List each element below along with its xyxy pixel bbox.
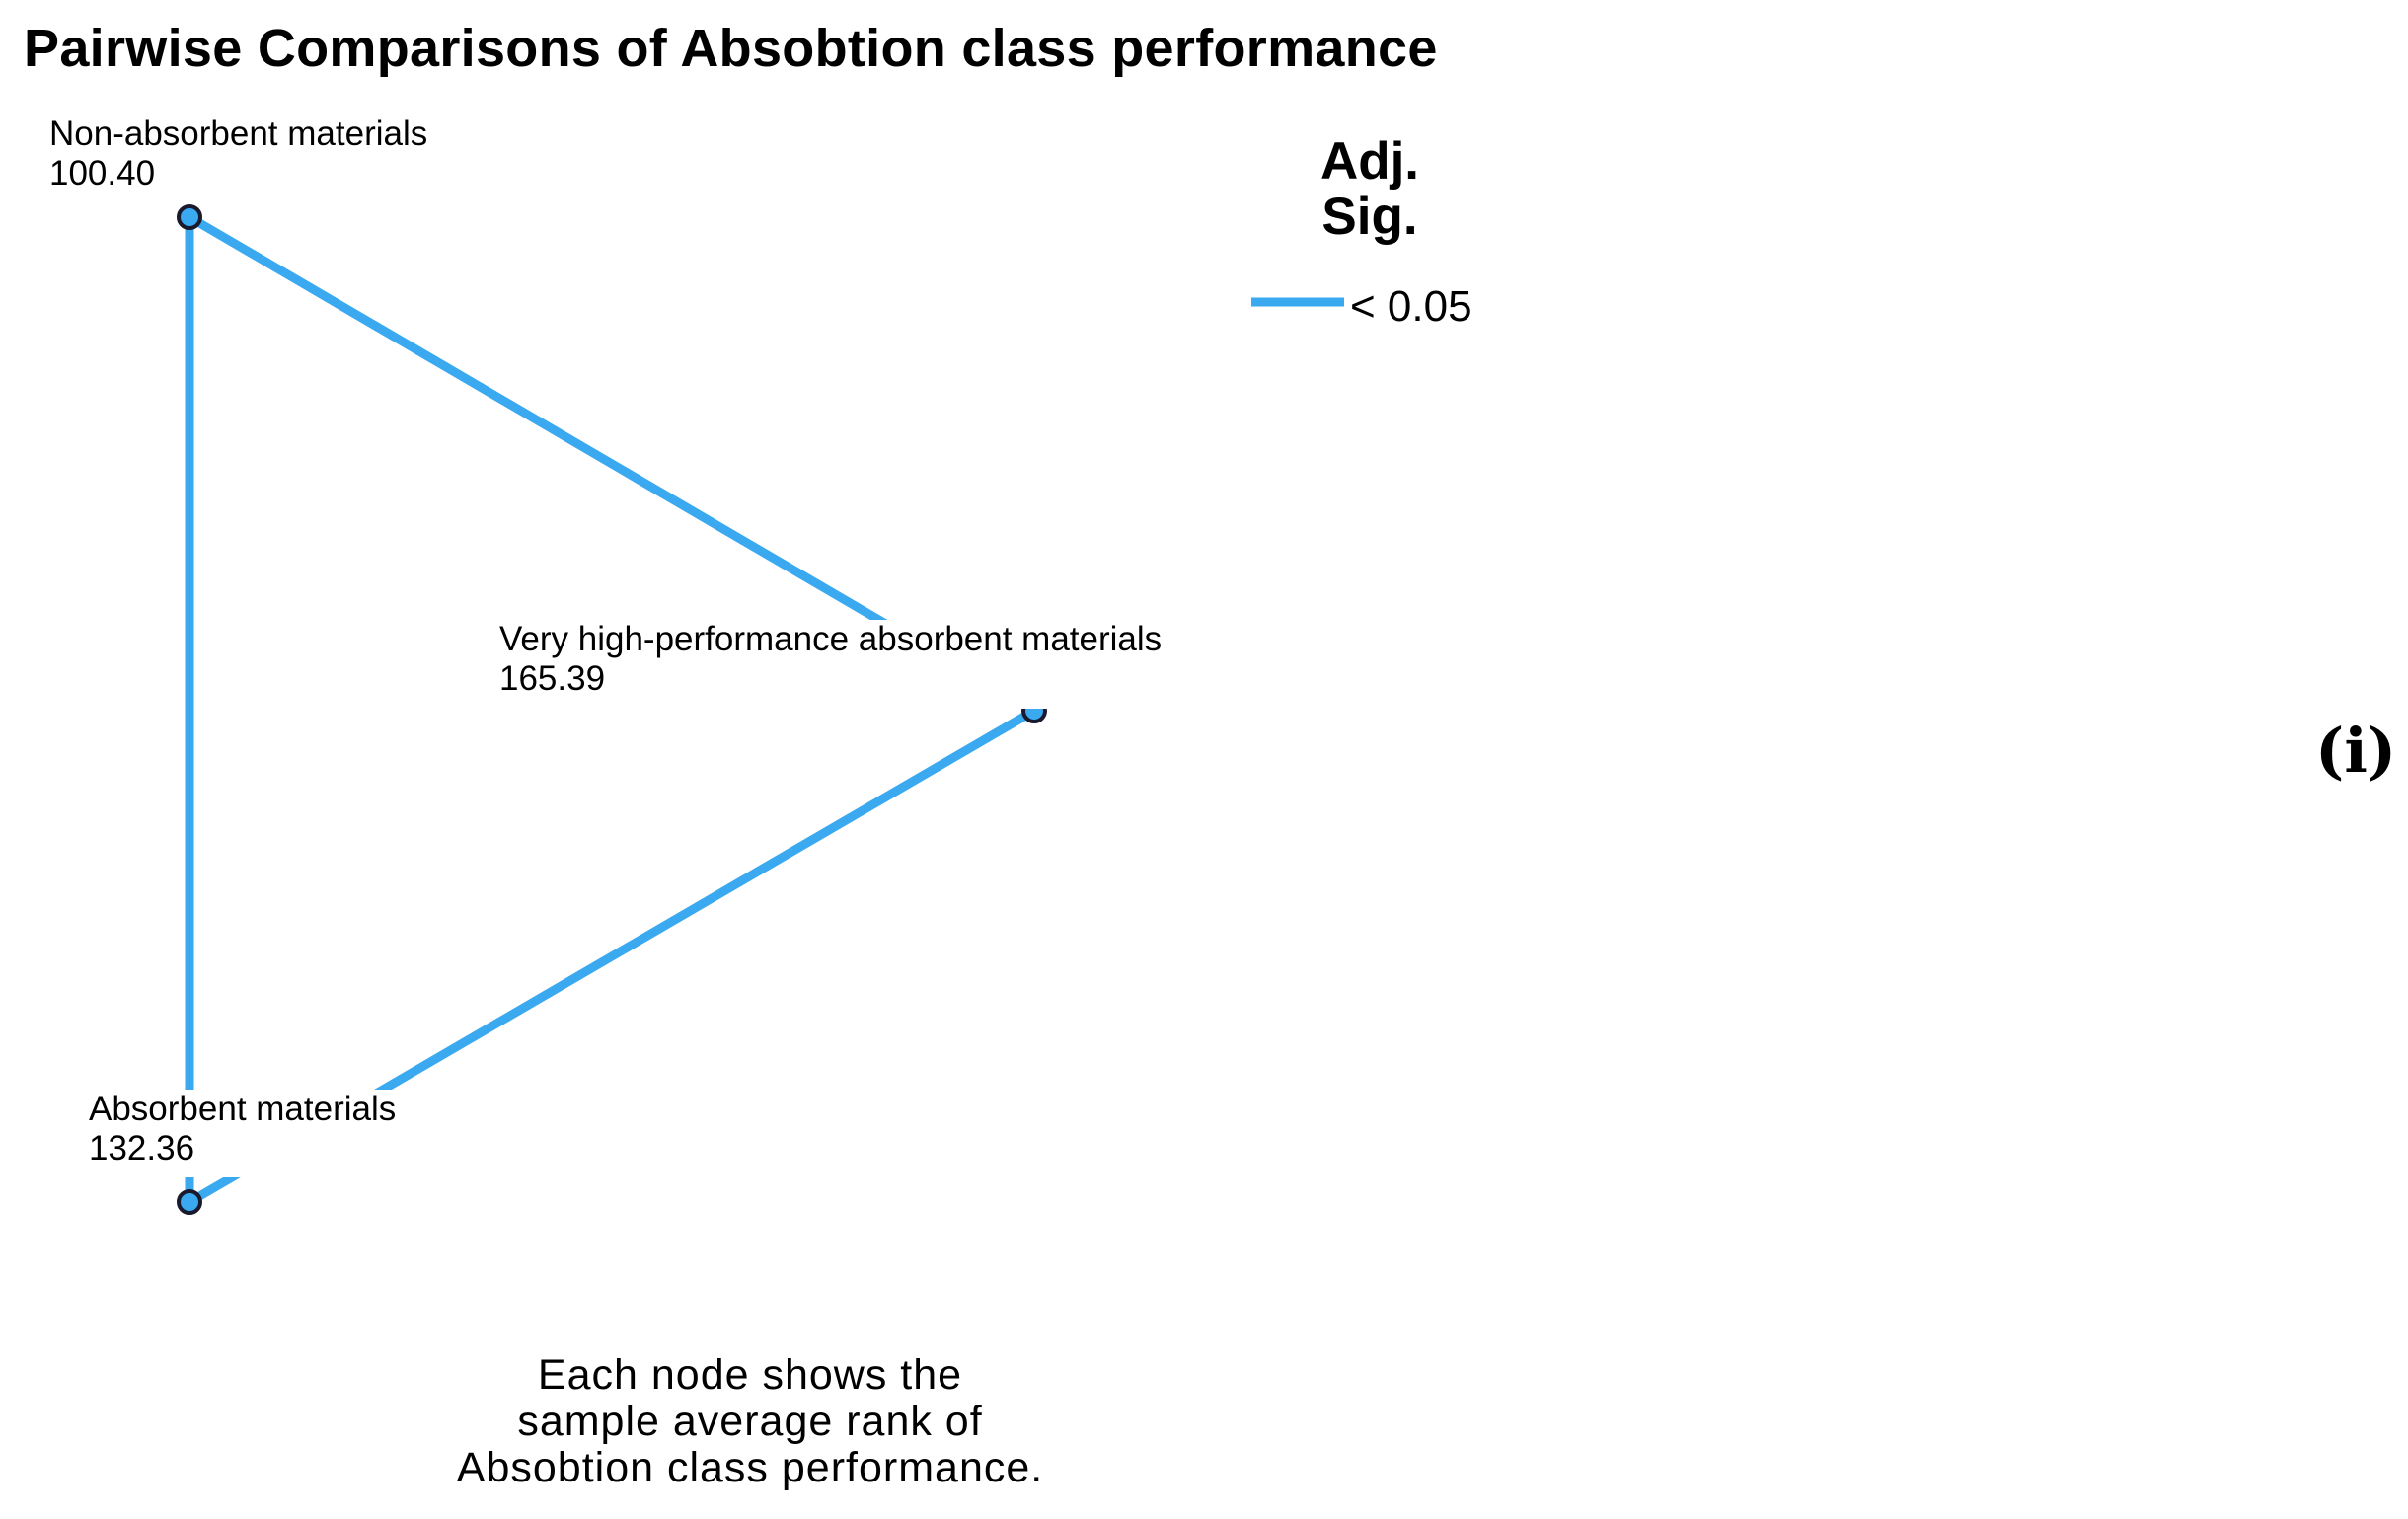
- node-nonabsorbent-marker: [177, 204, 202, 230]
- legend-title: Adj. Sig.: [1301, 134, 1439, 245]
- footnote-line2: sample average rank of: [517, 1398, 983, 1445]
- node-absorbent-name: Absorbent materials: [89, 1090, 397, 1128]
- node-absorbent-label: Absorbent materials 132.36: [89, 1090, 403, 1177]
- legend-entry-label: < 0.05: [1350, 282, 1472, 331]
- node-veryhigh-label: Very high-performance absorbent material…: [499, 620, 1168, 709]
- footnote-line3: Absobtion class performance.: [456, 1444, 1044, 1491]
- node-absorbent-marker: [177, 1189, 202, 1215]
- node-veryhigh-name: Very high-performance absorbent material…: [499, 620, 1163, 658]
- node-nonabsorbent-name: Non-absorbent materials: [49, 114, 428, 153]
- footnote: Each node shows the sample average rank …: [424, 1352, 1076, 1491]
- chart-title: Pairwise Comparisons of Absobtion class …: [24, 19, 1438, 78]
- node-nonabsorbent-rank: 100.40: [49, 154, 156, 192]
- node-veryhigh-rank: 165.39: [499, 659, 606, 698]
- legend-title-line1: Adj.: [1319, 132, 1420, 190]
- node-nonabsorbent-label: Non-absorbent materials 100.40: [49, 114, 434, 193]
- node-absorbent-rank: 132.36: [89, 1129, 195, 1168]
- footnote-line1: Each node shows the: [537, 1351, 963, 1399]
- panel-label: (i): [2315, 715, 2397, 787]
- legend-title-line2: Sig.: [1321, 188, 1418, 246]
